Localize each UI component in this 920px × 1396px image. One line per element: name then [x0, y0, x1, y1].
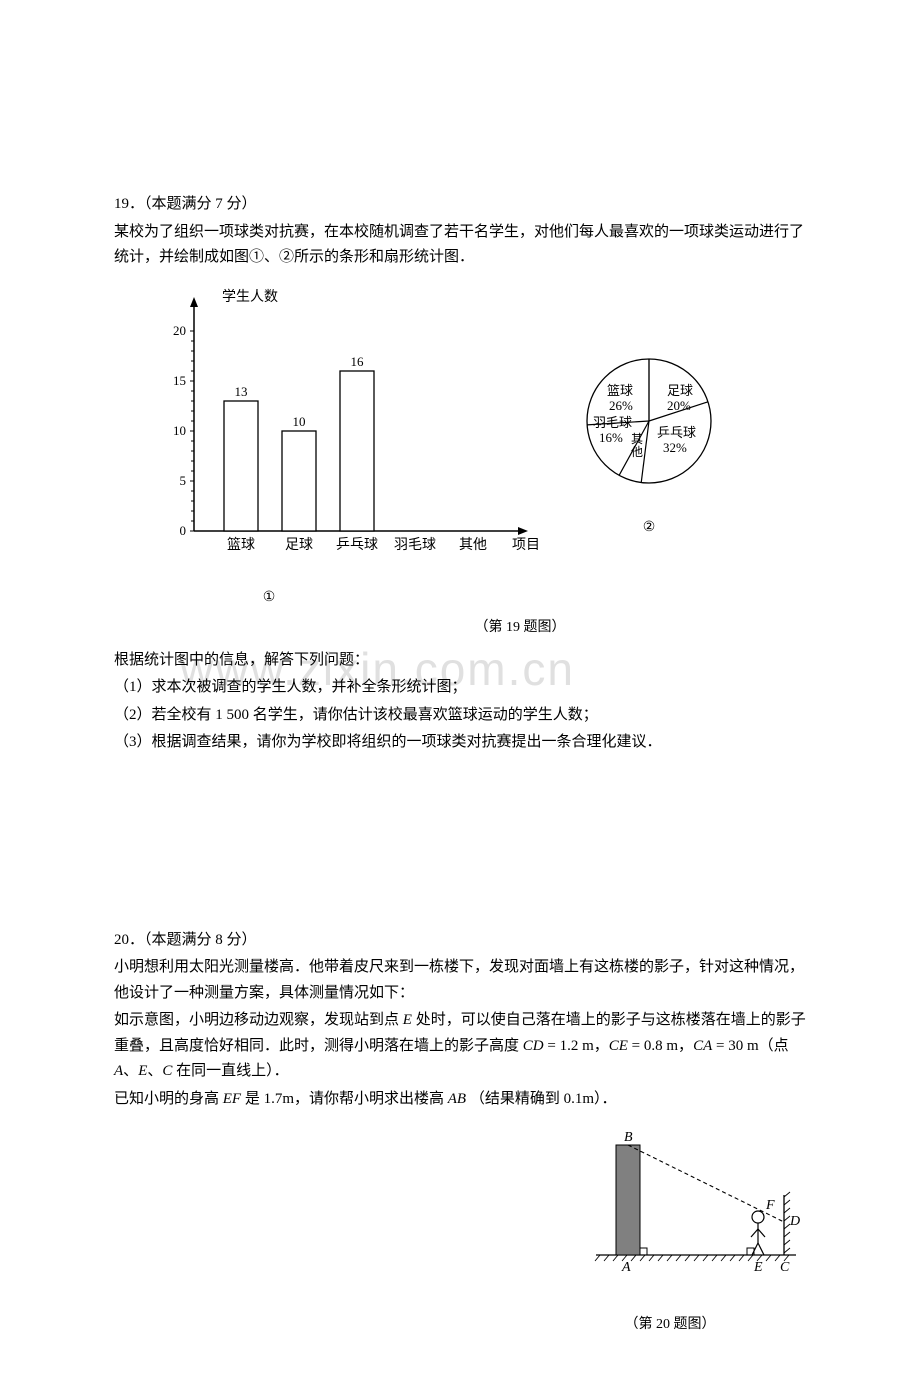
q19-subheader: 根据统计图中的信息，解答下列问题： — [114, 648, 806, 674]
svg-text:乒乓球: 乒乓球 — [657, 425, 696, 440]
svg-text:学生人数: 学生人数 — [222, 289, 278, 305]
svg-text:E: E — [753, 1260, 763, 1275]
svg-text:32%: 32% — [663, 440, 687, 455]
page-content: 19．（本题满分 7 分） 某校为了组织一项球类对抗赛，在本校随机调查了若干名学… — [114, 192, 806, 1336]
svg-text:篮球: 篮球 — [227, 537, 255, 553]
q20-diagram-svg: B FD A E C — [586, 1127, 806, 1297]
q19-p1: 某校为了组织一项球类对抗赛，在本校随机调查了若干名学生，对他们每人最喜欢的一项球… — [114, 220, 806, 271]
q20-p1: 小明想利用太阳光测量楼高．他带着皮尺来到一栋楼下，发现对面墙上有这栋楼的影子，针… — [114, 955, 806, 1006]
svg-text:D: D — [789, 1214, 800, 1229]
svg-text:10: 10 — [173, 423, 186, 438]
svg-text:A: A — [621, 1260, 631, 1275]
svg-text:16%: 16% — [599, 430, 623, 445]
svg-text:足球: 足球 — [285, 537, 313, 553]
svg-text:20: 20 — [173, 323, 186, 338]
q19-s1: （1）求本次被调查的学生人数，并补全条形统计图； — [114, 675, 806, 701]
svg-text:C: C — [780, 1260, 790, 1275]
pie-chart-num: ② — [564, 516, 734, 540]
q20-p3: 已知小明的身高 EF 是 1.7m，请你帮小明求出楼高 AB （结果精确到 0.… — [114, 1087, 806, 1113]
svg-text:16: 16 — [351, 354, 365, 369]
bar-chart-svg: 0510152013篮球10足球16乒乓球羽毛球其他学生人数项目 — [144, 281, 544, 571]
svg-text:羽毛球: 羽毛球 — [394, 537, 436, 553]
svg-text:20%: 20% — [667, 398, 691, 413]
q19-fig-caption: （第 19 题图） — [114, 616, 806, 640]
q20-figure: B FD A E C （第 20 题图） — [114, 1127, 806, 1336]
q20-fig-caption: （第 20 题图） — [114, 1313, 806, 1337]
q19-s2: （2）若全校有 1 500 名学生，请你估计该校最喜欢篮球运动的学生人数； — [114, 703, 806, 729]
svg-text:26%: 26% — [609, 398, 633, 413]
bar-chart-container: 0510152013篮球10足球16乒乓球羽毛球其他学生人数项目 ① — [114, 281, 534, 610]
svg-text:羽毛球: 羽毛球 — [593, 415, 632, 430]
svg-text:乒乓球: 乒乓球 — [336, 537, 378, 553]
q19-header: 19．（本题满分 7 分） — [114, 192, 806, 218]
svg-text:13: 13 — [235, 384, 248, 399]
svg-text:他: 他 — [631, 445, 643, 459]
svg-text:其他: 其他 — [459, 537, 487, 553]
q20-p2: 如示意图，小明边移动边观察，发现站到点 E 处时，可以使自己落在墙上的影子与这栋… — [114, 1008, 806, 1085]
svg-text:F: F — [765, 1198, 775, 1213]
svg-text:10: 10 — [293, 414, 306, 429]
svg-text:B: B — [624, 1130, 633, 1145]
q19-charts: 0510152013篮球10足球16乒乓球羽毛球其他学生人数项目 ① 足球20%… — [114, 281, 806, 610]
q19-s3: （3）根据调查结果，请你为学校即将组织的一项球类对抗赛提出一条合理化建议． — [114, 730, 806, 756]
svg-text:0: 0 — [180, 523, 187, 538]
svg-text:15: 15 — [173, 373, 186, 388]
svg-text:其: 其 — [631, 432, 643, 446]
pie-chart-container: 足球20% 篮球26% 乒乓球32% 羽毛球16% 其他 ② — [534, 351, 734, 540]
svg-text:足球: 足球 — [667, 383, 693, 398]
svg-text:篮球: 篮球 — [607, 383, 633, 398]
pie-chart-svg: 足球20% 篮球26% 乒乓球32% 羽毛球16% 其他 — [564, 351, 734, 501]
svg-text:5: 5 — [180, 473, 187, 488]
q20-header: 20．（本题满分 8 分） — [114, 928, 806, 954]
bar-chart-num: ① — [144, 586, 534, 610]
